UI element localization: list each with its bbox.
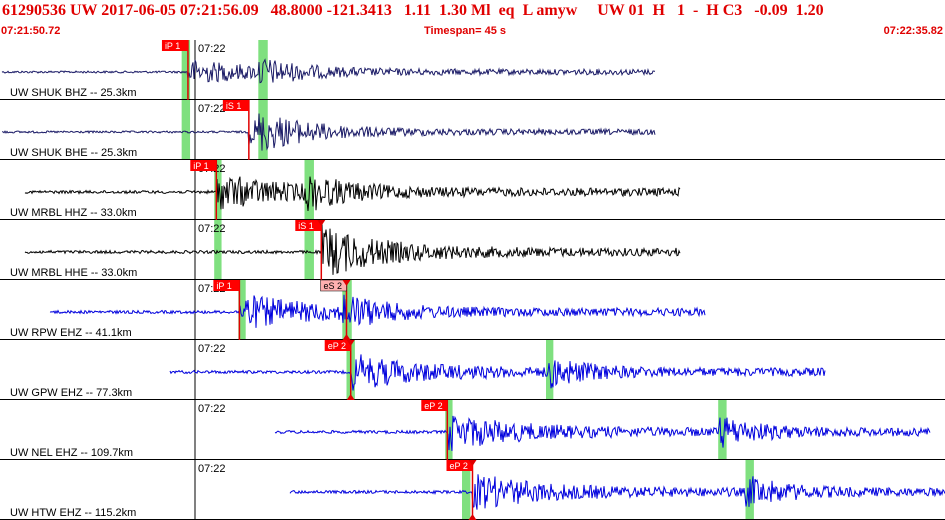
- trace-panel[interactable]: 07:22 eP 2 UW NEL EHZ -- 109.7km: [0, 400, 945, 460]
- station-channel-label: UW GPW EHZ -- 77.3km: [10, 387, 132, 399]
- station-channel-label: UW MRBL HHE -- 33.0km: [10, 267, 137, 279]
- trace-panel[interactable]: 07:22 iS 1 UW SHUK BHE -- 25.3km: [0, 100, 945, 160]
- pick-marker-triangle-top: [468, 460, 477, 466]
- phase-pick-label: iS 1: [298, 221, 314, 231]
- phase-pick-label: eP 2: [328, 341, 346, 351]
- waveform-trace[interactable]: [289, 474, 945, 510]
- minute-tick-label: 07:22: [198, 103, 226, 115]
- phase-pick-label: eS 2: [324, 281, 343, 291]
- pick-marker-triangle-bottom: [468, 514, 477, 520]
- pick-window-band: [181, 40, 191, 100]
- waveform-trace[interactable]: [49, 294, 706, 328]
- pick-marker-triangle-top: [342, 280, 351, 286]
- minute-tick-label: 07:22: [198, 403, 226, 415]
- timespan-label: Timespan= 45 s: [424, 25, 507, 37]
- start-time: 07:21:50.72: [1, 25, 61, 37]
- minute-tick-label: 07:22: [198, 43, 226, 55]
- minute-tick-label: 07:22: [198, 223, 226, 235]
- phase-pick-label: iP 1: [216, 281, 231, 291]
- station-channel-label: UW MRBL HHZ -- 33.0km: [10, 207, 137, 219]
- waveform-trace[interactable]: [169, 354, 826, 391]
- event-info-line: 61290536 UW 2017-06-05 07:21:56.09 48.80…: [2, 2, 824, 19]
- phase-pick-label-box[interactable]: [421, 400, 448, 411]
- pick-marker-triangle-bottom: [346, 394, 355, 400]
- phase-pick-label: iP 1: [193, 161, 208, 171]
- waveform-trace[interactable]: [24, 176, 681, 212]
- phase-pick-label-box[interactable]: [222, 100, 249, 111]
- pick-window-band: [214, 220, 222, 280]
- minute-tick-label: 07:22: [198, 463, 226, 475]
- phase-pick-label-box[interactable]: [295, 220, 322, 231]
- station-channel-label: UW HTW EHZ -- 115.2km: [10, 507, 136, 519]
- phase-pick-label-box[interactable]: [213, 280, 240, 291]
- pick-window-band: [238, 280, 246, 340]
- phase-pick-label: iS 1: [226, 101, 242, 111]
- pick-window-band: [304, 220, 314, 280]
- minute-tick-label: 07:22: [198, 343, 226, 355]
- station-channel-label: UW SHUK BHE -- 25.3km: [10, 147, 137, 159]
- pick-marker-triangle-top: [317, 220, 326, 226]
- station-channel-label: UW RPW EHZ -- 41.1km: [10, 327, 132, 339]
- waveform-trace[interactable]: [1, 58, 656, 84]
- phase-pick-label: iP 1: [165, 41, 180, 51]
- trace-panel[interactable]: 07:22 eP 2 UW GPW EHZ -- 77.3km: [0, 340, 945, 400]
- station-channel-label: UW SHUK BHZ -- 25.3km: [10, 87, 137, 99]
- phase-pick-label-box[interactable]: [190, 160, 217, 171]
- waveform-trace[interactable]: [24, 223, 681, 275]
- station-channel-label: UW NEL EHZ -- 109.7km: [10, 447, 133, 459]
- phase-pick-label: eP 2: [424, 401, 442, 411]
- pick-window-band: [718, 400, 727, 460]
- pick-window-band: [462, 460, 471, 520]
- end-time: 07:22:35.82: [883, 25, 943, 37]
- pick-window-band: [445, 400, 453, 460]
- waveform-trace[interactable]: [1, 113, 656, 151]
- event-header: 61290536 UW 2017-06-05 07:21:56.09 48.80…: [0, 0, 945, 40]
- waveform-trace[interactable]: [274, 415, 931, 451]
- phase-pick-label-box[interactable]: [324, 340, 351, 351]
- trace-panel[interactable]: 07:22 iP 1 UW SHUK BHZ -- 25.3km: [0, 40, 945, 100]
- trace-panel[interactable]: 07:22 iS 1 UW MRBL HHE -- 33.0km: [0, 220, 945, 280]
- trace-panel[interactable]: 07:22 eP 2 UW HTW EHZ -- 115.2km: [0, 460, 945, 520]
- pick-marker-triangle-top: [346, 340, 355, 346]
- pick-marker-triangle-bottom: [342, 334, 351, 340]
- phase-pick-label: eP 2: [450, 461, 468, 471]
- phase-pick-label-box[interactable]: [161, 40, 188, 51]
- pick-window-band: [181, 100, 191, 160]
- phase-pick-label-box[interactable]: [446, 460, 473, 471]
